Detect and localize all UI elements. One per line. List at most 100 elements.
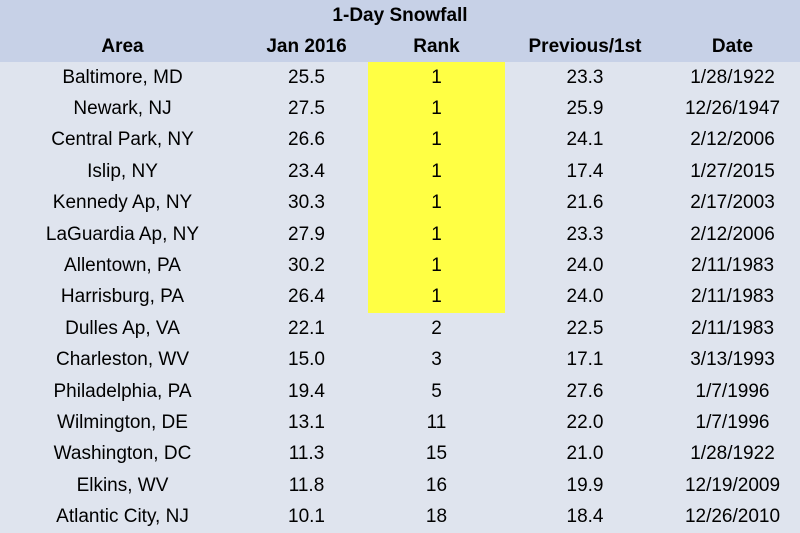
table-cell: 24.0 xyxy=(566,255,604,277)
table-cell: Central Park, NY xyxy=(51,129,194,151)
column-header: Area xyxy=(0,31,245,62)
table-title: 1-Day Snowfall xyxy=(0,0,800,31)
table-cell: 1 xyxy=(368,281,505,314)
table-body: Baltimore, MD 25.5 1 23.3 1/28/1922 Newark, N… xyxy=(0,62,800,533)
table-cell: 30.2 xyxy=(288,255,325,277)
table-cell: Atlantic City, NJ xyxy=(56,506,189,528)
table-cell: 1 xyxy=(368,93,505,125)
table-cell: 1 xyxy=(368,124,505,157)
table-cell: Islip, NY xyxy=(87,160,158,182)
table-cell: 2/11/1983 xyxy=(690,317,775,339)
table-cell: 2/11/1983 xyxy=(690,286,775,308)
table-row: Wilmington, DE 13.1 11 22.0 1/7/1996 xyxy=(0,407,800,438)
table-cell: 2 xyxy=(431,317,442,339)
table-cell: 19.9 xyxy=(566,474,604,496)
column-header: Previous/1st xyxy=(505,31,665,62)
table-cell: Philadelphia, PA xyxy=(53,380,192,402)
table-cell: Newark, NJ xyxy=(73,98,172,120)
table-cell: Dulles Ap, VA xyxy=(65,317,180,339)
table-cell: 26.6 xyxy=(288,129,325,151)
table-row: Baltimore, MD 25.5 1 23.3 1/28/1922 xyxy=(0,62,800,94)
table-cell: 11.8 xyxy=(288,474,325,496)
table-cell: 10.1 xyxy=(288,506,325,528)
table-cell: 27.6 xyxy=(566,380,604,402)
table-row: Allentown, PA 30.2 1 24.0 2/11/1983 xyxy=(0,250,800,282)
table-cell: Allentown, PA xyxy=(64,255,181,277)
table-cell: 18 xyxy=(425,506,448,528)
table-cell: Harrisburg, PA xyxy=(60,286,185,308)
table-cell: Wilmington, DE xyxy=(57,411,188,433)
table-cell: 1 xyxy=(368,156,505,188)
column-header: Jan 2016 xyxy=(245,31,368,62)
table-row: Elkins, WV 11.8 16 19.9 12/19/2009 xyxy=(0,470,800,501)
table-cell: 24.0 xyxy=(566,286,604,308)
table-cell: 12/26/1947 xyxy=(684,98,781,120)
table-cell: 11 xyxy=(426,411,447,433)
table-cell: 2/17/2003 xyxy=(690,192,775,214)
table-cell: Charleston, WV xyxy=(55,349,190,371)
table-cell: 2/12/2006 xyxy=(690,129,775,151)
table-cell: Baltimore, MD xyxy=(62,66,183,88)
table-cell: 1/7/1996 xyxy=(695,380,770,402)
table-cell: Washington, DC xyxy=(53,443,192,465)
table-cell: 26.4 xyxy=(288,286,325,308)
table-cell: 3/13/1993 xyxy=(690,349,775,371)
table-cell: 1/28/1922 xyxy=(690,66,775,88)
table-cell: 25.5 xyxy=(288,66,325,88)
column-header: Rank xyxy=(368,31,505,62)
table-cell: LaGuardia Ap, NY xyxy=(45,223,200,245)
table-cell: 1 xyxy=(368,187,505,219)
table-cell: 17.1 xyxy=(566,349,604,371)
table-cell: 13.1 xyxy=(288,411,325,433)
table-cell: 23.3 xyxy=(566,223,604,245)
table-cell: 21.0 xyxy=(566,443,604,465)
table-row: Newark, NJ 27.5 1 25.9 12/26/1947 xyxy=(0,93,800,125)
table-cell: 21.6 xyxy=(566,192,604,214)
table-cell: 15.0 xyxy=(288,349,325,371)
table-cell: 1/27/2015 xyxy=(690,160,775,182)
table-cell: 27.5 xyxy=(288,98,325,120)
table-cell: 27.9 xyxy=(288,223,325,245)
table-cell: 23.4 xyxy=(288,160,325,182)
table-cell: 22.5 xyxy=(566,317,604,339)
table-row: Philadelphia, PA 19.4 5 27.6 1/7/1996 xyxy=(0,376,800,407)
table-row: Washington, DC 11.3 15 21.0 1/28/1922 xyxy=(0,439,800,470)
table-cell: 18.4 xyxy=(566,506,604,528)
table-cell: 22.1 xyxy=(288,317,325,339)
table-cell: 2/12/2006 xyxy=(690,223,775,245)
table-cell: 1/7/1996 xyxy=(695,411,770,433)
table-row: Islip, NY 23.4 1 17.4 1/27/2015 xyxy=(0,156,800,188)
table-cell: 11.3 xyxy=(288,443,325,465)
table-cell: 16 xyxy=(425,474,448,496)
table-cell: 12/26/2010 xyxy=(684,506,781,528)
table-cell: 2/11/1983 xyxy=(690,255,775,277)
table-cell: 19.4 xyxy=(288,380,325,402)
title-row: 1-Day Snowfall xyxy=(0,0,800,31)
table-cell: 24.1 xyxy=(566,129,604,151)
column-header: Date xyxy=(665,31,800,62)
table-cell: 1 xyxy=(368,218,505,251)
table-cell: 1 xyxy=(368,62,505,94)
table-cell: 1 xyxy=(368,250,505,282)
header-row: Area Jan 2016 Rank Previous/1st Date xyxy=(0,31,800,62)
table-cell: 15 xyxy=(425,443,448,465)
table-cell: 5 xyxy=(431,380,442,402)
table-cell: 25.9 xyxy=(566,98,604,120)
table-row: Atlantic City, NJ 10.1 18 18.4 12/26/2010 xyxy=(0,501,800,532)
table-cell: 12/19/2009 xyxy=(684,474,781,496)
table-row: Kennedy Ap, NY 30.3 1 21.6 2/17/2003 xyxy=(0,187,800,219)
table-cell: Elkins, WV xyxy=(76,474,169,496)
table-row: Dulles Ap, VA 22.1 2 22.5 2/11/1983 xyxy=(0,313,800,344)
table-row: LaGuardia Ap, NY 27.9 1 23.3 2/12/2006 xyxy=(0,218,800,251)
table-row: Harrisburg, PA 26.4 1 24.0 2/11/1983 xyxy=(0,281,800,314)
table-row: Charleston, WV 15.0 3 17.1 3/13/1993 xyxy=(0,345,800,376)
table-cell: 3 xyxy=(431,349,442,371)
table-cell: 30.3 xyxy=(288,192,325,214)
table-cell: 17.4 xyxy=(566,160,604,182)
table-row: Central Park, NY 26.6 1 24.1 2/12/2006 xyxy=(0,124,800,157)
table-cell: 1/28/1922 xyxy=(690,443,775,465)
table-cell: 22.0 xyxy=(566,411,604,433)
table-cell: 23.3 xyxy=(566,66,604,88)
